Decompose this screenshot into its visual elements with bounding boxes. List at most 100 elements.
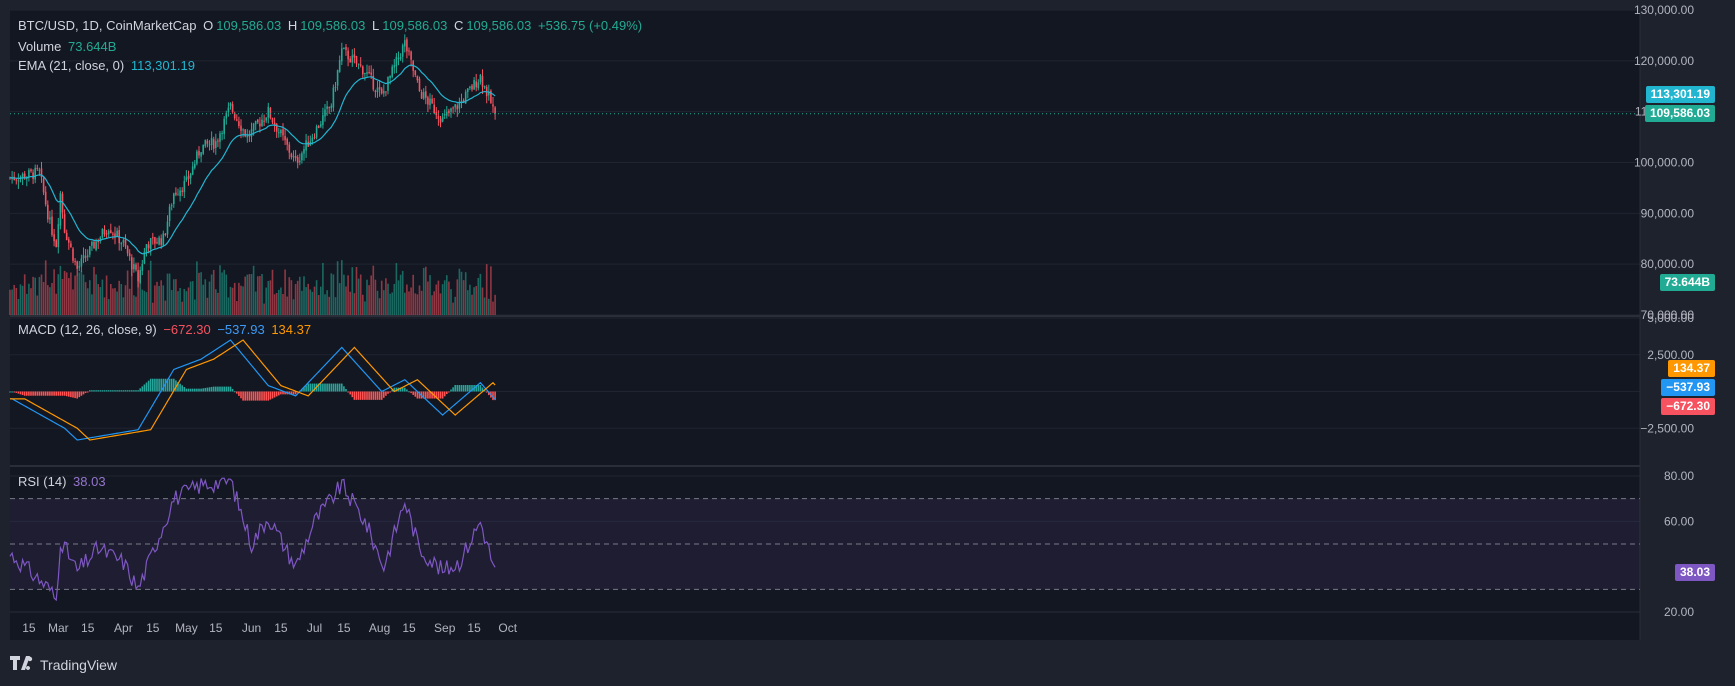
candle-body [9, 177, 11, 179]
volume-bar [236, 301, 238, 315]
volume-bar [324, 294, 326, 315]
volume-bar [91, 294, 93, 315]
volume-bar [380, 280, 383, 315]
volume-bar [364, 301, 366, 315]
macd-legend[interactable]: MACD (12, 26, close, 9) −672.30 −537.93 … [18, 322, 312, 337]
volume-bar [401, 270, 404, 315]
macd-histogram-bar [74, 391, 76, 399]
volume-bar [437, 280, 440, 315]
volume-bar [471, 294, 473, 315]
macd-histogram-bar [128, 390, 131, 392]
tradingview-brand[interactable]: TradingView [10, 656, 117, 674]
candle-body [196, 151, 198, 164]
macd-histogram-bar [401, 387, 404, 392]
candle-body [47, 204, 49, 220]
candle-body [131, 257, 133, 270]
macd-histogram-bar [227, 386, 230, 392]
macd-histogram-bar [208, 387, 211, 392]
macd-histogram-bar [265, 391, 267, 401]
volume-bar [481, 287, 484, 315]
rsi-legend[interactable]: RSI (14) 38.03 [18, 474, 106, 489]
macd-histogram-bar [338, 383, 341, 392]
macd-histogram-bar [215, 386, 217, 392]
candle-body [282, 129, 284, 136]
volume-bar [341, 260, 343, 315]
volume-bar [183, 288, 186, 315]
candle-body [168, 206, 171, 221]
candle-body [78, 266, 81, 268]
candle-body [404, 40, 406, 47]
symbol-legend: BTC/USD, 1D, CoinMarketCap O 109,586.03 H… [18, 18, 643, 33]
volume-bar [334, 297, 337, 315]
candle-body [21, 173, 24, 178]
volume-bar [269, 280, 272, 315]
macd-histogram-bar [120, 390, 123, 392]
volume-bar [359, 274, 362, 315]
macd-histogram-bar [137, 390, 139, 392]
volume-bar [221, 272, 223, 315]
volume-bar [179, 287, 181, 315]
macd-histogram-bar [357, 391, 360, 400]
candle-body [345, 46, 347, 50]
volume-bar [395, 263, 398, 315]
volume-bar [26, 293, 28, 315]
volume-bar [299, 276, 301, 315]
candle-body [242, 129, 244, 131]
volume-bar [330, 273, 333, 315]
volume-bar [166, 273, 169, 315]
volume-bar [191, 281, 194, 315]
candles[interactable] [9, 34, 1640, 288]
ema-legend[interactable]: EMA (21, close, 0) 113,301.19 [18, 58, 195, 73]
candle-body [55, 240, 57, 248]
macd-histogram-bar [200, 388, 202, 392]
candle-body [387, 76, 389, 91]
candle-body [366, 72, 368, 74]
candle-body [483, 86, 486, 88]
candle-body [135, 264, 137, 270]
time-axis-label: 15 [402, 621, 416, 635]
volume-bar [347, 275, 349, 315]
macd-histogram-bar [93, 390, 95, 392]
ema-price-badge: 113,301.19 [1645, 86, 1715, 103]
macd-histogram-bar [435, 391, 438, 399]
candle-body [223, 118, 225, 134]
macd-histogram-bar [271, 391, 274, 399]
candle-body [311, 137, 314, 141]
macd-histogram-bar [326, 383, 328, 392]
volume-bar [175, 279, 177, 315]
candle-body [187, 175, 190, 180]
macd-histogram-bar [485, 391, 488, 393]
candle-body [263, 120, 265, 122]
volume-legend[interactable]: Volume 73.644B [18, 39, 117, 54]
volume-bar [160, 280, 162, 315]
volume-bar [246, 274, 249, 315]
candle-body [84, 256, 87, 258]
macd-histogram-bar [91, 390, 93, 392]
macd-histogram-bar [362, 391, 364, 400]
volume-bar [30, 288, 32, 315]
volume-bar [105, 275, 108, 315]
candle-body [422, 92, 425, 99]
volume-bar [290, 280, 293, 315]
candle-body [492, 104, 494, 107]
macd-histogram-bar [82, 391, 85, 395]
volume-bar [309, 289, 312, 315]
candle-body [254, 121, 257, 125]
macd-histogram-bar [13, 391, 15, 393]
macd-histogram-bar [154, 378, 156, 392]
volume-value: 73.644B [68, 39, 117, 54]
time-axis-label: Mar [48, 621, 69, 635]
volume-bar [44, 260, 47, 315]
volume-bar [9, 289, 11, 315]
volume-bar [376, 290, 379, 315]
candle-body [473, 80, 475, 90]
volume-bar [275, 292, 278, 315]
candle-body [464, 91, 467, 104]
candle-body [420, 91, 423, 99]
time-axis-label: Jul [307, 621, 322, 635]
volume-bar [187, 287, 190, 315]
candle-body [68, 239, 70, 243]
candle-body [210, 138, 213, 146]
volume-bar [80, 270, 83, 315]
